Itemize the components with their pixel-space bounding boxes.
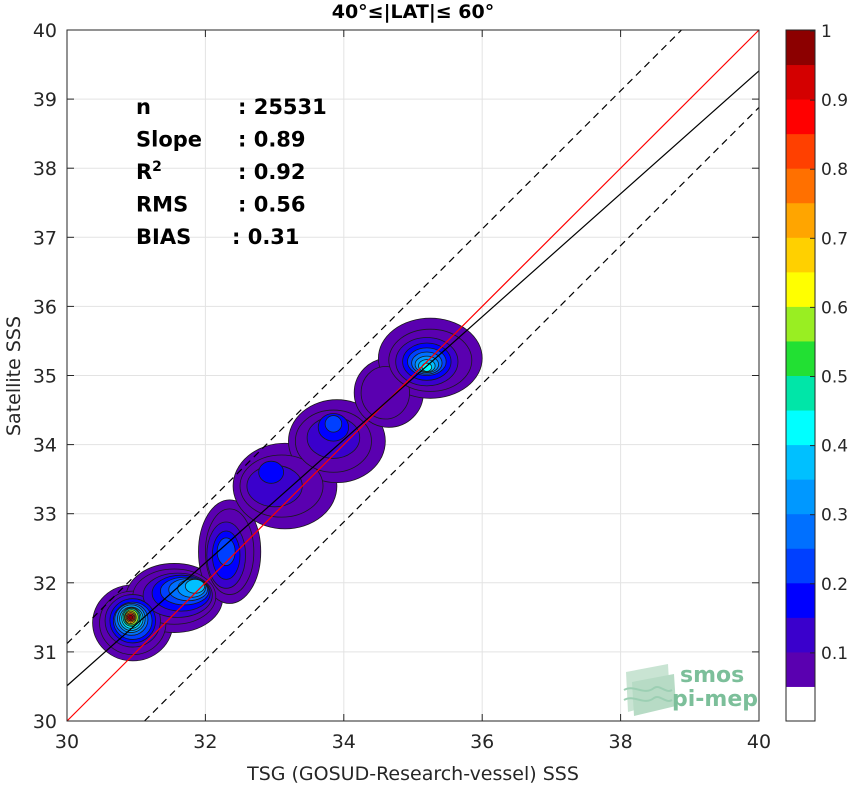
x-tick-label: 30	[55, 731, 79, 753]
colorbar-segment	[786, 202, 815, 238]
x-tick-label: 36	[470, 731, 494, 753]
x-tick-label: 38	[609, 731, 633, 753]
y-tick-label: 39	[33, 89, 57, 111]
colorbar-tick-label: 0.1	[821, 644, 848, 664]
colorbar-segment	[786, 617, 815, 653]
colorbar-segment	[786, 99, 815, 135]
colorbar-segment	[786, 168, 815, 204]
stat-label: BIAS	[136, 225, 191, 249]
colorbar-segment	[786, 340, 815, 376]
colorbar-frame	[785, 29, 816, 722]
stat-superscript: 2	[152, 159, 162, 175]
y-tick-label: 30	[33, 711, 57, 733]
stat-value: : 25531	[238, 95, 327, 119]
stat-value: : 0.89	[238, 128, 306, 152]
upper-bound-line	[66, 29, 682, 645]
colorbar-segment	[786, 582, 815, 618]
colorbar-segment	[786, 548, 815, 584]
chart-title: 40°≤|LAT|≤ 60°	[332, 1, 495, 23]
colorbar-tick-label: 0.6	[821, 298, 848, 318]
colorbar-segment	[786, 237, 815, 273]
stat-label: n	[136, 95, 151, 119]
density-contour	[258, 460, 284, 484]
colorbar-segment	[786, 513, 815, 549]
identity-line	[66, 29, 760, 722]
colorbar-segment	[786, 30, 815, 66]
x-tick-label: 40	[747, 731, 771, 753]
fit-line	[66, 70, 760, 687]
logo-mark	[623, 664, 676, 716]
colorbar-segment	[786, 410, 815, 446]
y-tick-label: 32	[33, 573, 57, 595]
smos-pi-mep-logo: smos pi-mep	[623, 663, 758, 716]
colorbar-tick-label: 0.4	[821, 437, 848, 457]
colorbar-tick-label: 0.5	[821, 368, 848, 388]
lower-bound-line	[144, 106, 760, 722]
contour-level	[128, 614, 134, 620]
stat-label: Slope	[136, 128, 202, 152]
colorbar-segment	[786, 271, 815, 307]
y-tick-label: 36	[33, 296, 57, 318]
x-tick-label: 32	[193, 731, 217, 753]
stat-value: : 0.31	[232, 225, 300, 249]
y-tick-label: 37	[33, 227, 57, 249]
y-tick-label: 34	[33, 435, 57, 457]
colorbar-tick-label: 0.3	[821, 506, 848, 526]
y-tick-label: 38	[33, 158, 57, 180]
density-contour	[324, 415, 343, 433]
y-tick-label: 35	[33, 366, 57, 388]
y-axis-label: Satellite SSS	[3, 316, 25, 436]
colorbar-segment	[786, 64, 815, 100]
colorbar-segment	[786, 375, 815, 411]
stat-label: RMS	[136, 193, 188, 217]
colorbar-segment	[786, 686, 815, 722]
y-axis-ticks: 30 31 32 33 34 35 36 37 38 39 40	[33, 20, 759, 733]
colorbar-segment	[786, 306, 815, 342]
colorbar-segment	[786, 651, 815, 687]
colorbar-segment	[786, 444, 815, 480]
colorbar-segment	[786, 133, 815, 169]
colorbar-tick-label: 0.9	[821, 91, 848, 111]
density-contour	[128, 614, 134, 620]
colorbar: 0.1 0.2 0.3 0.4 0.5 0.6 0.7 0.8 0.9 1	[785, 22, 848, 722]
y-tick-label: 31	[33, 642, 57, 664]
reference-lines	[66, 29, 760, 722]
colorbar-tick-label: 0.8	[821, 160, 848, 180]
y-tick-label: 40	[33, 20, 57, 42]
y-tick-label: 33	[33, 504, 57, 526]
stat-value: : 0.56	[238, 193, 306, 217]
colorbar-tick-label: 0.2	[821, 575, 848, 595]
colorbar-tick-label: 0.7	[821, 229, 848, 249]
stat-value: : 0.92	[238, 160, 306, 184]
colorbar-tick-label: 1	[821, 22, 832, 42]
colorbar-segment	[786, 479, 815, 515]
x-tick-label: 34	[332, 731, 356, 753]
x-axis-ticks: 30 32 34 36 38 40	[55, 30, 771, 753]
x-axis-label: TSG (GOSUD-Research-vessel) SSS	[246, 763, 579, 785]
logo-line-2: pi-mep	[672, 687, 758, 712]
logo-line-1: smos	[680, 663, 744, 688]
